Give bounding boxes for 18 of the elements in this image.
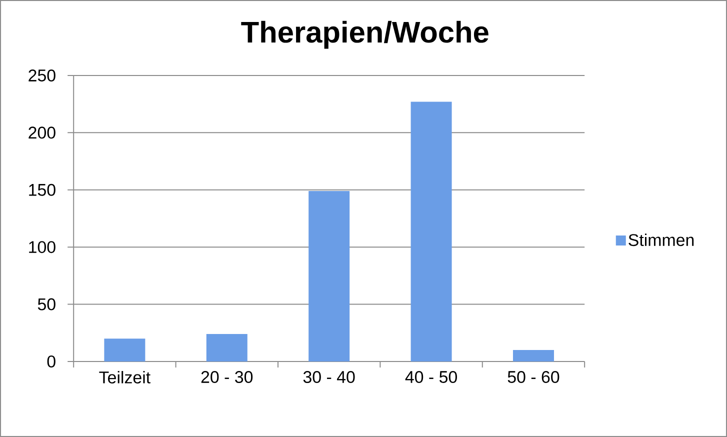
- y-tick-label: 200: [28, 126, 56, 139]
- chart-title: Therapien/Woche: [241, 20, 488, 49]
- legend-label: Stimmen: [628, 234, 694, 246]
- bar: [206, 334, 248, 362]
- y-tick-label: 250: [28, 69, 56, 82]
- y-tick-label: 150: [29, 184, 56, 196]
- x-tick-label: 50 - 60: [508, 371, 560, 383]
- x-tick-label: 40 - 50: [405, 371, 457, 383]
- bar: [104, 338, 146, 362]
- bar: [512, 350, 554, 362]
- x-tick-label: 20 - 30: [201, 371, 253, 383]
- bar: [308, 191, 350, 362]
- y-tick-label: 50: [38, 298, 56, 310]
- x-tick-label: Teilzeit: [99, 371, 150, 384]
- y-tick-label: 0: [47, 355, 56, 368]
- x-tick-label: 30 - 40: [303, 371, 355, 383]
- y-tick-label: 100: [29, 241, 56, 254]
- bar: [410, 102, 452, 362]
